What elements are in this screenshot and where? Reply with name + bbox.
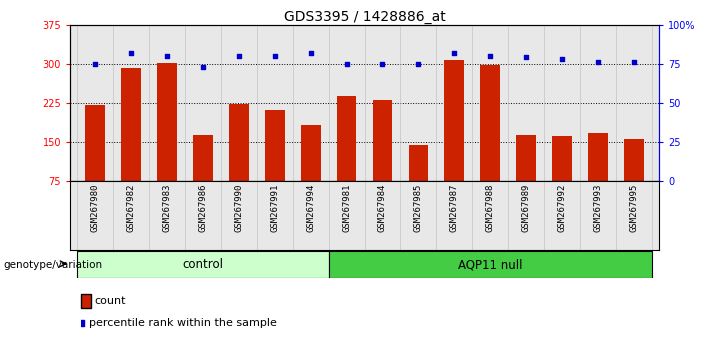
Title: GDS3395 / 1428886_at: GDS3395 / 1428886_at — [284, 10, 445, 24]
Point — [305, 50, 316, 56]
Text: GSM267982: GSM267982 — [127, 184, 135, 232]
Text: GSM267991: GSM267991 — [271, 184, 279, 232]
Bar — [336, 96, 356, 181]
Text: GSM267995: GSM267995 — [629, 184, 639, 232]
Text: GSM267984: GSM267984 — [378, 184, 387, 232]
Bar — [624, 139, 644, 181]
Bar — [229, 104, 249, 181]
Point — [90, 61, 101, 67]
Point — [161, 53, 172, 59]
Point — [341, 61, 352, 67]
Text: percentile rank within the sample: percentile rank within the sample — [90, 318, 278, 328]
Point — [484, 53, 496, 59]
Text: GSM267981: GSM267981 — [342, 184, 351, 232]
Text: GSM267987: GSM267987 — [450, 184, 458, 232]
Text: GSM267993: GSM267993 — [594, 184, 602, 232]
Bar — [301, 125, 320, 181]
Text: GSM267980: GSM267980 — [90, 184, 100, 232]
Bar — [193, 135, 213, 181]
Text: GSM267985: GSM267985 — [414, 184, 423, 232]
Point — [592, 59, 604, 65]
Bar — [373, 99, 393, 181]
Text: control: control — [182, 258, 224, 271]
Point — [233, 53, 245, 59]
Bar — [444, 60, 464, 181]
Bar — [329, 251, 652, 278]
Point — [413, 61, 424, 67]
Bar — [121, 68, 141, 181]
Point — [125, 50, 137, 56]
Point — [449, 50, 460, 56]
Text: GSM267986: GSM267986 — [198, 184, 207, 232]
Text: GSM267988: GSM267988 — [486, 184, 495, 232]
Bar — [86, 105, 105, 181]
Text: GSM267990: GSM267990 — [234, 184, 243, 232]
Text: AQP11 null: AQP11 null — [458, 258, 522, 271]
Text: genotype/variation: genotype/variation — [4, 260, 102, 270]
Bar — [157, 63, 177, 181]
Point — [250, 169, 261, 174]
Point — [520, 55, 531, 60]
Bar — [588, 133, 608, 181]
Bar — [516, 135, 536, 181]
Text: GSM267983: GSM267983 — [163, 184, 172, 232]
Bar — [552, 136, 572, 181]
Bar — [480, 65, 500, 181]
Text: GSM267992: GSM267992 — [557, 184, 566, 232]
Bar — [77, 251, 329, 278]
Point — [628, 59, 639, 65]
Point — [557, 56, 568, 62]
Point — [269, 53, 280, 59]
Bar — [265, 110, 285, 181]
Text: GSM267989: GSM267989 — [522, 184, 531, 232]
Text: GSM267994: GSM267994 — [306, 184, 315, 232]
Bar — [409, 145, 428, 181]
Point — [377, 61, 388, 67]
Text: count: count — [95, 296, 126, 306]
Point — [198, 64, 209, 70]
